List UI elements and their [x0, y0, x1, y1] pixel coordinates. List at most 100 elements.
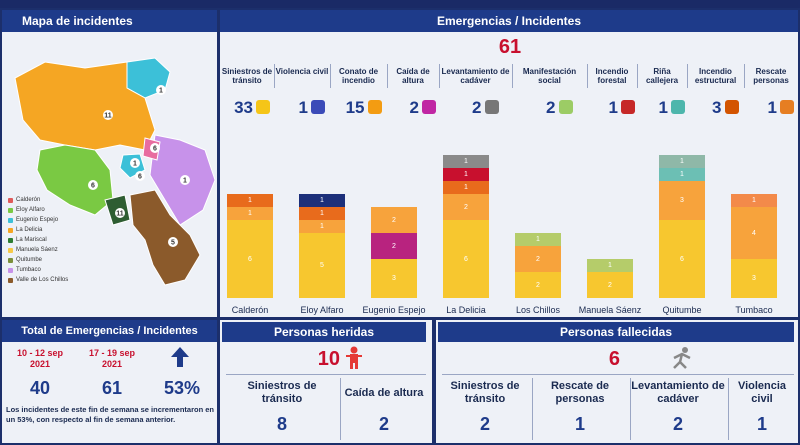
legend-swatch [8, 237, 13, 243]
bar-category-label: La Delicia [446, 305, 486, 315]
bar-category-label: Calderón [231, 305, 269, 315]
legend-swatch [8, 207, 13, 213]
category-count: 1 [608, 98, 618, 117]
category-count: 2 [472, 98, 482, 117]
bar-segment: 1 [731, 194, 777, 207]
bar-segment: 1 [299, 194, 345, 207]
bar-segment: 3 [371, 259, 417, 298]
legend-item: Eloy Alfaro [8, 207, 45, 213]
body-icon [484, 100, 499, 114]
period-2-label: 17 - 19 sep 2021 [88, 348, 136, 369]
bar-category-label: Quitumbe [662, 305, 702, 315]
legend-label: Valle de Los Chillos [16, 277, 69, 283]
injured-divider-v [340, 378, 341, 440]
bar-segment: 1 [587, 259, 633, 272]
bar-segment: 2 [515, 272, 561, 298]
legend-label: Tumbaco [16, 267, 41, 273]
category-divider [687, 64, 688, 88]
injured-item-value: 2 [378, 414, 389, 434]
bar-segment: 5 [299, 233, 345, 298]
legend-label: La Delicia [16, 227, 43, 233]
bar-segment: 1 [299, 220, 345, 233]
bar-segment: 3 [659, 181, 705, 220]
category-label: Siniestros de tránsito [221, 67, 273, 85]
legend-swatch [8, 227, 13, 233]
deceased-item-value: 2 [672, 414, 683, 434]
category-divider [330, 64, 331, 88]
deceased-item-value: 2 [479, 414, 490, 434]
bar-segment: 2 [443, 194, 489, 220]
legend-item: Quitumbe [8, 257, 42, 263]
injured-total: 10 [317, 348, 340, 370]
emergencies-title: Emergencias / Incidentes [220, 10, 798, 32]
bar-segment: 1 [443, 181, 489, 194]
bar-segment: 2 [515, 246, 561, 272]
category-count: 33 [234, 98, 253, 117]
map-count-center-a: 1 [133, 161, 137, 168]
bar-segment: 2 [371, 233, 417, 259]
falling-person-icon [422, 100, 436, 114]
period-1-label: 10 - 12 sep 2021 [16, 348, 64, 369]
deceased-person-icon [673, 347, 691, 369]
bar-segment: 2 [587, 272, 633, 298]
map-count-los-chillos: 5 [171, 240, 175, 247]
category-divider [387, 64, 388, 88]
deceased-item-label: Violencia civil [737, 380, 787, 405]
car-crash-icon [256, 100, 270, 114]
bar-segment: 1 [659, 155, 705, 168]
bar-segment: 1 [227, 194, 273, 207]
legend-item: Eugenio Espejo [8, 217, 58, 223]
deceased-title: Personas fallecidas [438, 322, 794, 342]
incident-map: 1 11 6 1 6 6 1 11 5 [14, 57, 216, 286]
category-divider [744, 64, 745, 88]
legend-label: La Mariscal [16, 237, 47, 243]
bar-category-label: Los Chillos [515, 305, 561, 315]
bar-segment: 6 [659, 220, 705, 298]
deceased-divider-v [630, 378, 631, 440]
fight-icon [311, 100, 325, 114]
map-count-tumbaco: 1 [183, 178, 187, 185]
legend-swatch [8, 247, 13, 253]
deceased-item-value: 1 [574, 414, 585, 434]
bar-segment: 1 [443, 155, 489, 168]
deceased-item-value: 1 [756, 414, 767, 434]
map-count-quitumbe: 11 [116, 211, 124, 218]
totals-title: Total de Emergencias / Incidentes [2, 320, 217, 342]
totals-note: Los incidentes de este fin de semana se … [6, 405, 214, 424]
bar-category-label: Manuela Sáenz [578, 305, 642, 315]
deceased-divider [442, 374, 794, 375]
map-title: Mapa de incidentes [2, 10, 217, 32]
category-label: Manifestación social [522, 67, 577, 85]
bar-category-label: Eloy Alfaro [300, 305, 344, 315]
legend-label: Calderón [16, 197, 41, 203]
emergencies-total: 61 [498, 36, 522, 58]
legend-swatch [8, 277, 13, 283]
period-2-value: 61 [101, 378, 123, 398]
map-count-la-mariscal: 6 [153, 146, 157, 153]
period-1-value: 40 [29, 378, 51, 398]
map-count-eloy-alfaro: 6 [91, 183, 95, 190]
change-percent: 53% [163, 378, 201, 398]
forest-fire-icon [621, 100, 635, 114]
injured-title: Personas heridas [222, 322, 426, 342]
legend-swatch [8, 217, 13, 223]
category-label: Caída de altura [396, 67, 430, 85]
bar-segment: 6 [227, 220, 273, 298]
bar-segment: 1 [659, 168, 705, 181]
house-fire-icon [724, 100, 739, 114]
map-count-la-delicia: 11 [104, 113, 112, 120]
map-region-los-chillos [129, 189, 201, 286]
bar-segment: 1 [443, 168, 489, 181]
rescue-icon [780, 100, 794, 114]
injured-person-icon [346, 346, 362, 369]
injured-item-label: Siniestros de tránsito [247, 380, 317, 405]
category-count: 1 [658, 98, 668, 117]
legend-item: Manuela Sáenz [8, 247, 58, 253]
category-count: 1 [298, 98, 308, 117]
bar-segment: 6 [443, 220, 489, 298]
injured-item-label: Caída de altura [344, 386, 424, 399]
category-label: Incendio forestal [595, 67, 629, 85]
category-count: 3 [712, 98, 722, 117]
protest-icon [558, 100, 573, 114]
category-label: Incendio estructural [694, 67, 737, 85]
